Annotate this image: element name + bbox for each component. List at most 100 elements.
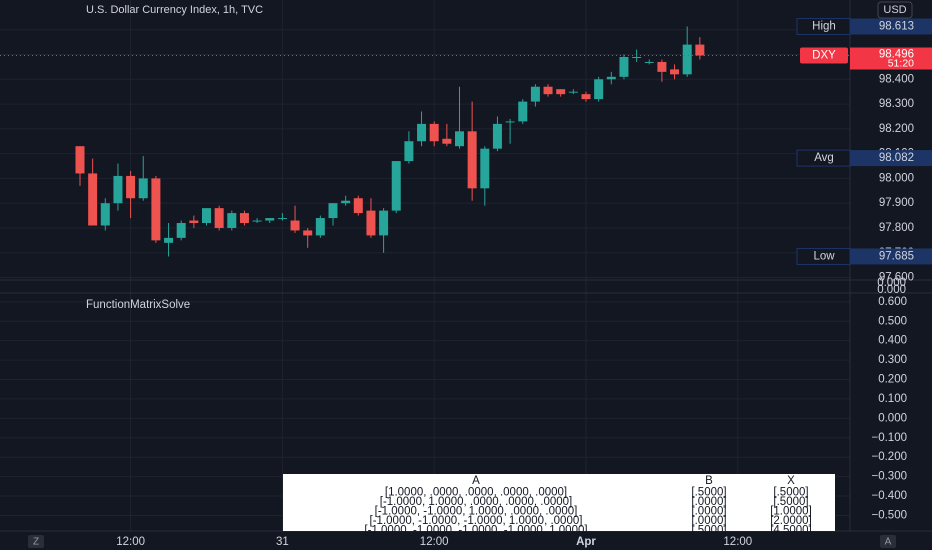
price-label-box xyxy=(800,47,848,64)
price-value-box xyxy=(850,150,932,167)
y-tick-label: 98.400 xyxy=(879,73,914,85)
candle-body xyxy=(492,123,502,149)
time-axis: 12:00 31 12:00 Apr 12:00 xyxy=(116,536,752,548)
y-tick-label: −0.200 xyxy=(872,451,908,463)
candle-body xyxy=(265,218,275,221)
table-header: B xyxy=(705,475,713,487)
candle-body xyxy=(568,91,578,93)
auto-button-label[interactable]: A xyxy=(885,537,892,548)
y-tick-label: −0.500 xyxy=(872,509,908,521)
candle-body xyxy=(353,198,363,214)
candle-body xyxy=(126,175,136,199)
y-tick-label: 98.000 xyxy=(879,172,914,184)
candle-body xyxy=(442,138,452,144)
candle-body xyxy=(189,220,199,224)
zoom-button[interactable] xyxy=(28,535,44,548)
candle-body xyxy=(176,223,186,238)
currency-label[interactable]: USD xyxy=(883,4,906,16)
matrix-table-text: A B X[1.0000, .0000, .0000, .0000, .0000][… xyxy=(364,475,811,537)
candle-body xyxy=(315,218,325,236)
price-label: Avg xyxy=(814,152,834,164)
price-label: Low xyxy=(813,250,835,262)
y-tick-label: 0.100 xyxy=(878,393,907,405)
candle-body xyxy=(138,178,148,199)
scale-label: 0.000 xyxy=(877,277,906,289)
scale-label: 0.000 xyxy=(877,284,906,296)
table-cell: [4.5000] xyxy=(770,525,812,537)
price-value-box xyxy=(850,248,932,265)
candle-body xyxy=(619,56,629,77)
candle-body xyxy=(88,173,98,226)
y-tick-label: 0.500 xyxy=(878,315,907,327)
price-value: 98.613 xyxy=(879,21,914,33)
table-header: A xyxy=(472,475,480,487)
price-value: 97.685 xyxy=(879,250,914,262)
candle-body xyxy=(417,123,427,142)
x-tick-label: 31 xyxy=(276,536,289,548)
candle-body xyxy=(518,101,528,122)
candle-body xyxy=(644,61,654,63)
y-tick-label: −0.300 xyxy=(872,471,908,483)
auto-button[interactable] xyxy=(880,535,896,548)
candle-body xyxy=(366,210,376,236)
y-tick-label: 97.800 xyxy=(879,222,914,234)
table-cell: [-1.0000, -1.0000, 1.0000, .0000, .0000] xyxy=(375,506,578,518)
price-value-box xyxy=(850,47,932,70)
candle-body xyxy=(341,200,351,204)
y-tick-label: −0.100 xyxy=(872,432,908,444)
price-value-box xyxy=(850,18,932,35)
candle-body xyxy=(303,230,313,236)
candle-body xyxy=(530,86,540,102)
candles xyxy=(0,26,850,257)
candle-body xyxy=(695,44,705,56)
candle-body xyxy=(682,44,692,75)
candle-body xyxy=(290,220,300,231)
x-tick-label: Apr xyxy=(576,536,596,548)
x-tick-label: 12:00 xyxy=(420,536,449,548)
candle-body xyxy=(227,213,237,228)
candle-body xyxy=(277,218,287,220)
candle-body xyxy=(581,94,591,100)
candle-body xyxy=(328,203,338,219)
table-cell: [1.0000] xyxy=(770,506,812,518)
table-cell: [.0000] xyxy=(691,506,726,518)
candle-body xyxy=(75,146,85,174)
y-tick-label: 0.300 xyxy=(878,354,907,366)
candle-body xyxy=(632,56,642,58)
y-tick-label: 0.600 xyxy=(878,296,907,308)
table-header: X xyxy=(787,475,795,487)
currency-button[interactable] xyxy=(877,1,913,19)
indicator-title: FunctionMatrixSolve xyxy=(86,299,190,311)
candle-body xyxy=(467,131,477,189)
x-tick-label: 12:00 xyxy=(116,536,145,548)
y-tick-label: 97.600 xyxy=(879,272,914,284)
candle-body xyxy=(594,79,604,100)
y-tick-label: 0.000 xyxy=(878,412,907,424)
y-tick-label: 98.300 xyxy=(879,98,914,110)
candle-body xyxy=(151,178,161,241)
countdown: 51:20 xyxy=(888,57,914,69)
candle-body xyxy=(202,208,211,224)
price-value: 98.082 xyxy=(879,152,914,164)
table-cell: [-1.0000, -1.0000, -1.0000, 1.0000, .000… xyxy=(370,515,583,527)
table-cell: [-1.0000, -1.0000, -1.0000, -1.0000, 1.0… xyxy=(364,525,587,537)
candle-body xyxy=(606,76,616,80)
matrix-table xyxy=(283,474,835,531)
y-tick-label: 0.200 xyxy=(878,374,907,386)
table-cell: [2.0000] xyxy=(770,515,812,527)
candle-body xyxy=(455,131,464,147)
table-cell: [.5000] xyxy=(691,525,726,537)
zoom-button-label[interactable]: Z xyxy=(33,537,39,548)
candle-body xyxy=(657,61,667,72)
table-cell: [-1.0000, 1.0000, .0000, .0000, .0000] xyxy=(380,496,572,508)
x-tick-label: 12:00 xyxy=(723,536,752,548)
table-cell: [.0000] xyxy=(691,515,726,527)
y-tick-label: −0.400 xyxy=(872,490,908,502)
candle-body xyxy=(252,220,262,222)
table-cell: [.5000] xyxy=(773,487,808,499)
candle-body xyxy=(113,175,123,204)
y-tick-label: 97.900 xyxy=(879,197,914,209)
y-tick-label: 0.400 xyxy=(878,335,907,347)
price-label: High xyxy=(812,21,836,33)
